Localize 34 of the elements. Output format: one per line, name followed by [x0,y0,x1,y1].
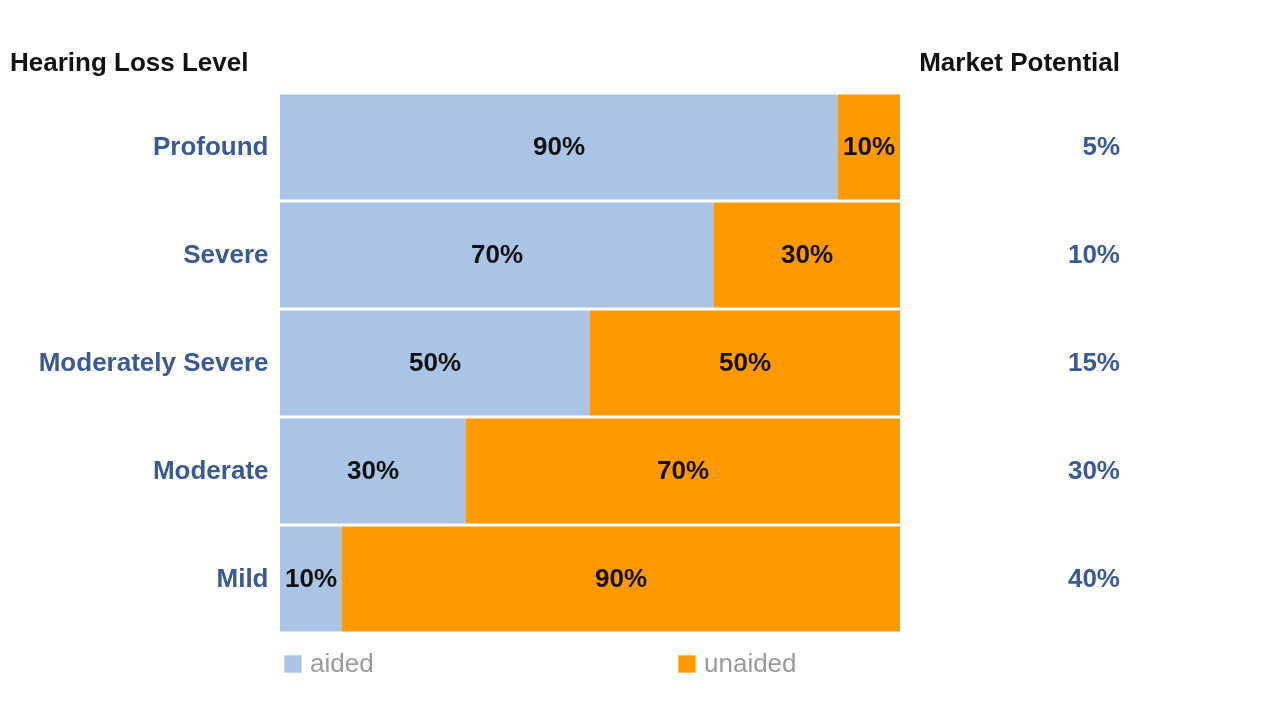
legend-label: unaided [704,648,797,678]
data-label: 50% [718,347,772,377]
y-tick-label: Profound [152,131,269,161]
legend-label: aided [310,648,374,678]
bar [280,310,590,416]
y2-axis-title: Market Potential [919,47,1120,77]
y-tick-label: Severe [183,239,269,269]
y-tick-label: Moderately Severe [38,347,269,377]
data-label: 10% [284,563,338,593]
y-tick-label: Moderate [152,455,269,485]
bar [280,202,714,308]
bar [280,418,466,524]
data-label: 30% [346,455,400,485]
data-label: 70% [470,239,524,269]
data-label: 10% [842,131,896,161]
text: 40% [1067,563,1120,593]
text: 30% [1067,455,1120,485]
data-label: 70% [656,455,710,485]
bar [342,526,900,632]
text: 5% [1082,131,1120,161]
bar [466,418,900,524]
bar [590,310,900,416]
data-label: 50% [408,347,462,377]
text: 15% [1067,347,1120,377]
y-tick-label: Mild [216,563,269,593]
bar [280,94,838,200]
data-label: 90% [532,131,586,161]
bar [280,526,342,632]
bar [838,94,900,200]
data-label: 90% [594,563,648,593]
bar [714,202,900,308]
text: 10% [1067,239,1120,269]
y-axis-title: Hearing Loss Level [10,47,249,77]
data-label: 30% [780,239,834,269]
